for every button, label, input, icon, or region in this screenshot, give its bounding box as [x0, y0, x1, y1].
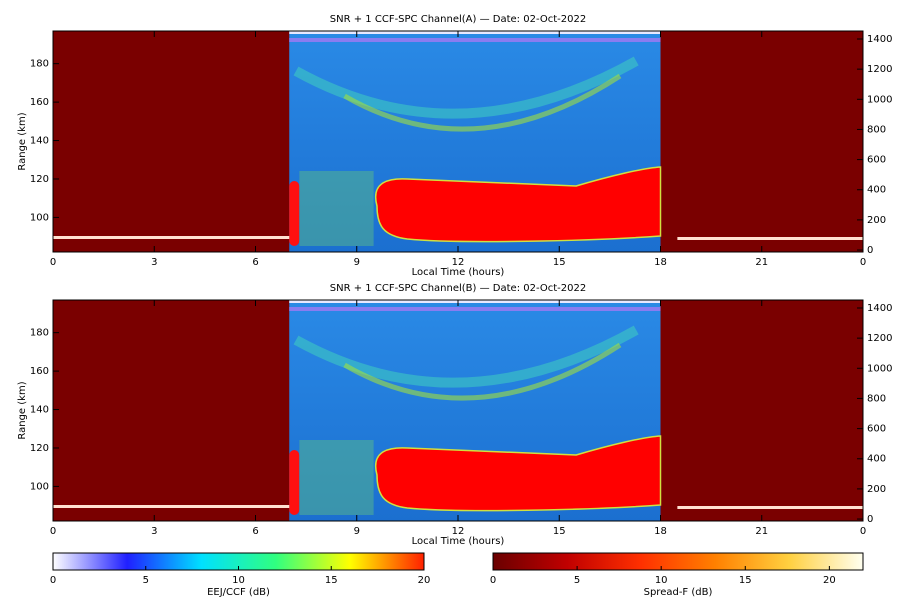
- echo-arc: [293, 56, 639, 119]
- x-tick-label: 0: [50, 526, 56, 537]
- y2-tick-label: 1000: [867, 363, 892, 374]
- y2-tick-label: 600: [867, 424, 886, 435]
- y2-tick-label: 0: [867, 245, 873, 256]
- x-tick-label: 12: [452, 526, 465, 537]
- x-axis-label: Local Time (hours): [412, 267, 505, 278]
- x-tick-label: 15: [553, 257, 566, 268]
- y2-tick-label: 800: [867, 124, 886, 135]
- top-line: [289, 31, 661, 34]
- x-tick-label: 0: [50, 257, 56, 268]
- colorbar-tick-label: 20: [823, 575, 836, 586]
- y2-tick-label: 400: [867, 185, 886, 196]
- y-tick-label: 100: [30, 212, 49, 223]
- top-line: [289, 300, 661, 303]
- y-tick-label: 120: [30, 443, 49, 454]
- colorbar-label: Spread-F (dB): [644, 587, 713, 598]
- colorbar-tick-label: 0: [490, 575, 496, 586]
- y-tick-label: 140: [30, 405, 49, 416]
- y2-tick-label: 600: [867, 155, 886, 166]
- y2-tick-label: 1200: [867, 64, 892, 75]
- colorbar-tick-label: 0: [50, 575, 56, 586]
- heatmap-image: [53, 31, 863, 252]
- early-scatter: [299, 440, 374, 515]
- colorbar-tick-label: 20: [418, 575, 431, 586]
- y-axis-label: Range (km): [17, 112, 28, 170]
- x-tick-label: 3: [151, 526, 157, 537]
- title: SNR + 1 CCF-SPC Channel(B) — Date: 02-Oc…: [330, 283, 586, 294]
- early-scatter: [299, 171, 374, 246]
- echo-arc: [343, 342, 622, 401]
- y2-tick-label: 200: [867, 215, 886, 226]
- x-tick-label: 0: [860, 257, 866, 268]
- y-axis-label: Range (km): [17, 381, 28, 439]
- x-tick-label: 3: [151, 257, 157, 268]
- y-tick-label: 180: [30, 328, 49, 339]
- x-axis-label: Local Time (hours): [412, 536, 505, 547]
- y-tick-label: 180: [30, 59, 49, 70]
- colorbar-tick-label: 15: [739, 575, 752, 586]
- x-tick-label: 21: [755, 257, 768, 268]
- eej-blob: [374, 166, 662, 243]
- y2-tick-label: 1000: [867, 94, 892, 105]
- y2-tick-label: 400: [867, 454, 886, 465]
- y-tick-label: 100: [30, 481, 49, 492]
- x-tick-label: 15: [553, 526, 566, 537]
- eej-blob: [374, 435, 662, 512]
- heatmap-image: [53, 300, 863, 521]
- colorbar-tick-label: 10: [232, 575, 245, 586]
- colorbar-tick-label: 10: [655, 575, 668, 586]
- night-layer: [677, 237, 863, 240]
- x-tick-label: 18: [654, 526, 667, 537]
- colorbar-label: EEJ/CCF (dB): [207, 587, 270, 598]
- y-tick-label: 160: [30, 97, 49, 108]
- y2-tick-label: 1200: [867, 333, 892, 344]
- y-tick-label: 120: [30, 174, 49, 185]
- y-tick-label: 140: [30, 136, 49, 147]
- y-tick-label: 160: [30, 366, 49, 377]
- x-tick-label: 0: [860, 526, 866, 537]
- night-layer: [677, 506, 863, 509]
- colorbar: [492, 552, 864, 571]
- colorbar-tick-label: 5: [574, 575, 580, 586]
- colorbar-tick-label: 15: [325, 575, 338, 586]
- x-tick-label: 6: [252, 526, 258, 537]
- x-tick-label: 9: [354, 526, 360, 537]
- y2-tick-label: 1400: [867, 303, 892, 314]
- echo-arc: [293, 325, 639, 388]
- top-band: [289, 38, 661, 42]
- x-tick-label: 9: [354, 257, 360, 268]
- early-echo: [289, 450, 300, 515]
- x-tick-label: 18: [654, 257, 667, 268]
- x-tick-label: 21: [755, 526, 768, 537]
- night-layer: [53, 505, 290, 508]
- night-layer: [53, 236, 290, 239]
- early-echo: [289, 181, 300, 246]
- y2-tick-label: 0: [867, 514, 873, 525]
- top-band: [289, 307, 661, 311]
- y2-tick-label: 200: [867, 484, 886, 495]
- y2-tick-label: 1400: [867, 34, 892, 45]
- title: SNR + 1 CCF-SPC Channel(A) — Date: 02-Oc…: [330, 14, 586, 25]
- colorbar-tick-label: 5: [143, 575, 149, 586]
- y2-tick-label: 800: [867, 393, 886, 404]
- echo-arc: [343, 73, 622, 132]
- x-tick-label: 12: [452, 257, 465, 268]
- x-tick-label: 6: [252, 257, 258, 268]
